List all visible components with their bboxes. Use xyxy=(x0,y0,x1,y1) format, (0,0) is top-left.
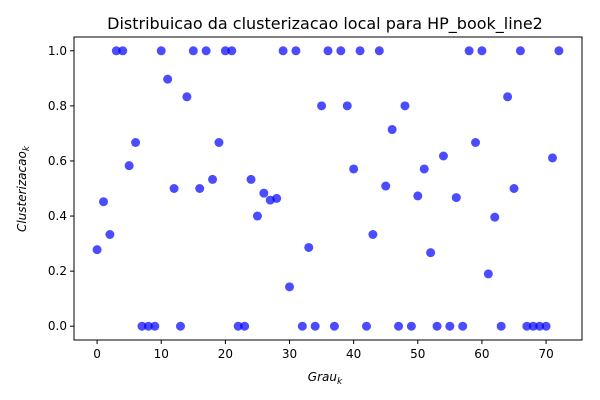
data-point-34 xyxy=(310,321,320,331)
x-tick-label: 30 xyxy=(282,347,297,361)
y-tick-label: 0.0 xyxy=(48,319,67,333)
data-point-26 xyxy=(259,188,269,198)
data-point-37 xyxy=(329,321,339,331)
data-point-21 xyxy=(227,46,237,56)
data-point-59 xyxy=(471,137,481,147)
data-point-10 xyxy=(156,46,166,56)
data-point-16 xyxy=(195,184,205,193)
data-point-24 xyxy=(246,174,256,184)
data-point-61 xyxy=(483,269,493,279)
data-point-48 xyxy=(400,101,410,111)
x-axis-label-base: Grau xyxy=(308,370,338,384)
data-point-35 xyxy=(317,101,327,111)
data-point-28 xyxy=(272,193,282,203)
data-point-53 xyxy=(432,321,442,331)
data-point-31 xyxy=(291,46,301,56)
data-point-41 xyxy=(355,46,365,56)
data-point-25 xyxy=(252,211,262,221)
data-point-62 xyxy=(490,212,500,222)
data-point-17 xyxy=(201,46,211,56)
x-axis-label: Grauk xyxy=(308,370,343,387)
data-point-63 xyxy=(496,321,506,331)
data-point-69 xyxy=(535,321,545,331)
data-point-58 xyxy=(464,46,474,56)
data-point-68 xyxy=(528,321,538,331)
data-point-42 xyxy=(361,321,371,331)
data-point-50 xyxy=(413,191,423,201)
data-point-6 xyxy=(131,137,141,147)
data-point-0 xyxy=(92,245,102,255)
data-point-47 xyxy=(394,321,404,331)
data-point-12 xyxy=(169,184,179,193)
data-point-2 xyxy=(105,230,115,240)
y-tick-label: 0.8 xyxy=(48,99,67,113)
plot-area xyxy=(92,46,564,331)
data-point-13 xyxy=(175,321,185,331)
data-point-18 xyxy=(208,174,218,184)
data-point-44 xyxy=(374,46,384,56)
data-point-9 xyxy=(150,321,160,331)
data-point-45 xyxy=(381,181,391,191)
data-point-57 xyxy=(458,321,468,331)
data-point-4 xyxy=(118,46,128,56)
y-tick-label: 0.6 xyxy=(48,154,67,168)
data-point-49 xyxy=(406,321,416,331)
data-point-33 xyxy=(304,242,314,252)
data-point-30 xyxy=(285,282,295,292)
data-point-65 xyxy=(509,184,519,193)
y-tick-label: 0.4 xyxy=(48,209,67,223)
data-point-71 xyxy=(547,153,557,163)
data-point-56 xyxy=(451,193,461,203)
data-point-23 xyxy=(240,321,250,331)
x-axis-label-sub: k xyxy=(337,377,343,387)
data-point-54 xyxy=(438,151,448,161)
data-point-70 xyxy=(541,321,551,331)
x-tick-label: 0 xyxy=(93,347,101,361)
y-axis-ticks: 0.0 0.2 0.4 0.6 0.8 1.0 xyxy=(48,44,74,333)
data-point-46 xyxy=(387,125,397,135)
data-point-7 xyxy=(137,321,147,331)
data-point-8 xyxy=(143,321,153,331)
y-axis-label: Clusterizacaok xyxy=(15,145,32,232)
x-tick-label: 50 xyxy=(410,347,425,361)
x-tick-label: 70 xyxy=(538,347,553,361)
data-point-15 xyxy=(188,46,198,56)
data-point-39 xyxy=(342,101,352,111)
x-tick-label: 20 xyxy=(218,347,233,361)
data-point-29 xyxy=(278,46,288,56)
data-point-67 xyxy=(522,321,532,331)
data-point-60 xyxy=(477,46,487,56)
x-tick-label: 60 xyxy=(474,347,489,361)
data-point-11 xyxy=(163,74,173,84)
x-tick-label: 40 xyxy=(346,347,361,361)
data-point-51 xyxy=(419,164,429,174)
data-point-40 xyxy=(349,164,359,174)
y-axis-label-sub: k xyxy=(22,145,32,151)
x-tick-label: 10 xyxy=(154,347,169,361)
data-point-19 xyxy=(214,137,224,147)
data-point-38 xyxy=(336,46,346,56)
data-point-64 xyxy=(503,92,513,102)
chart-title: Distribuicao da clusterizacao local para… xyxy=(107,14,543,34)
data-point-14 xyxy=(182,92,192,102)
axes-frame xyxy=(73,36,583,341)
data-point-3 xyxy=(111,46,121,56)
data-point-36 xyxy=(323,46,333,56)
data-point-5 xyxy=(124,161,134,171)
data-point-72 xyxy=(554,46,564,56)
y-tick-label: 0.2 xyxy=(48,264,67,278)
data-point-55 xyxy=(445,321,455,331)
y-axis-label-base: Clusterizacao xyxy=(15,151,29,232)
data-point-32 xyxy=(297,321,307,331)
x-axis-ticks: 0 10 20 30 40 50 60 70 xyxy=(93,340,554,361)
data-point-52 xyxy=(426,248,436,258)
data-point-1 xyxy=(99,197,109,207)
data-point-22 xyxy=(233,321,243,331)
data-point-66 xyxy=(515,46,525,56)
data-point-43 xyxy=(368,230,378,240)
y-tick-label: 1.0 xyxy=(48,44,67,58)
data-point-20 xyxy=(220,46,230,56)
